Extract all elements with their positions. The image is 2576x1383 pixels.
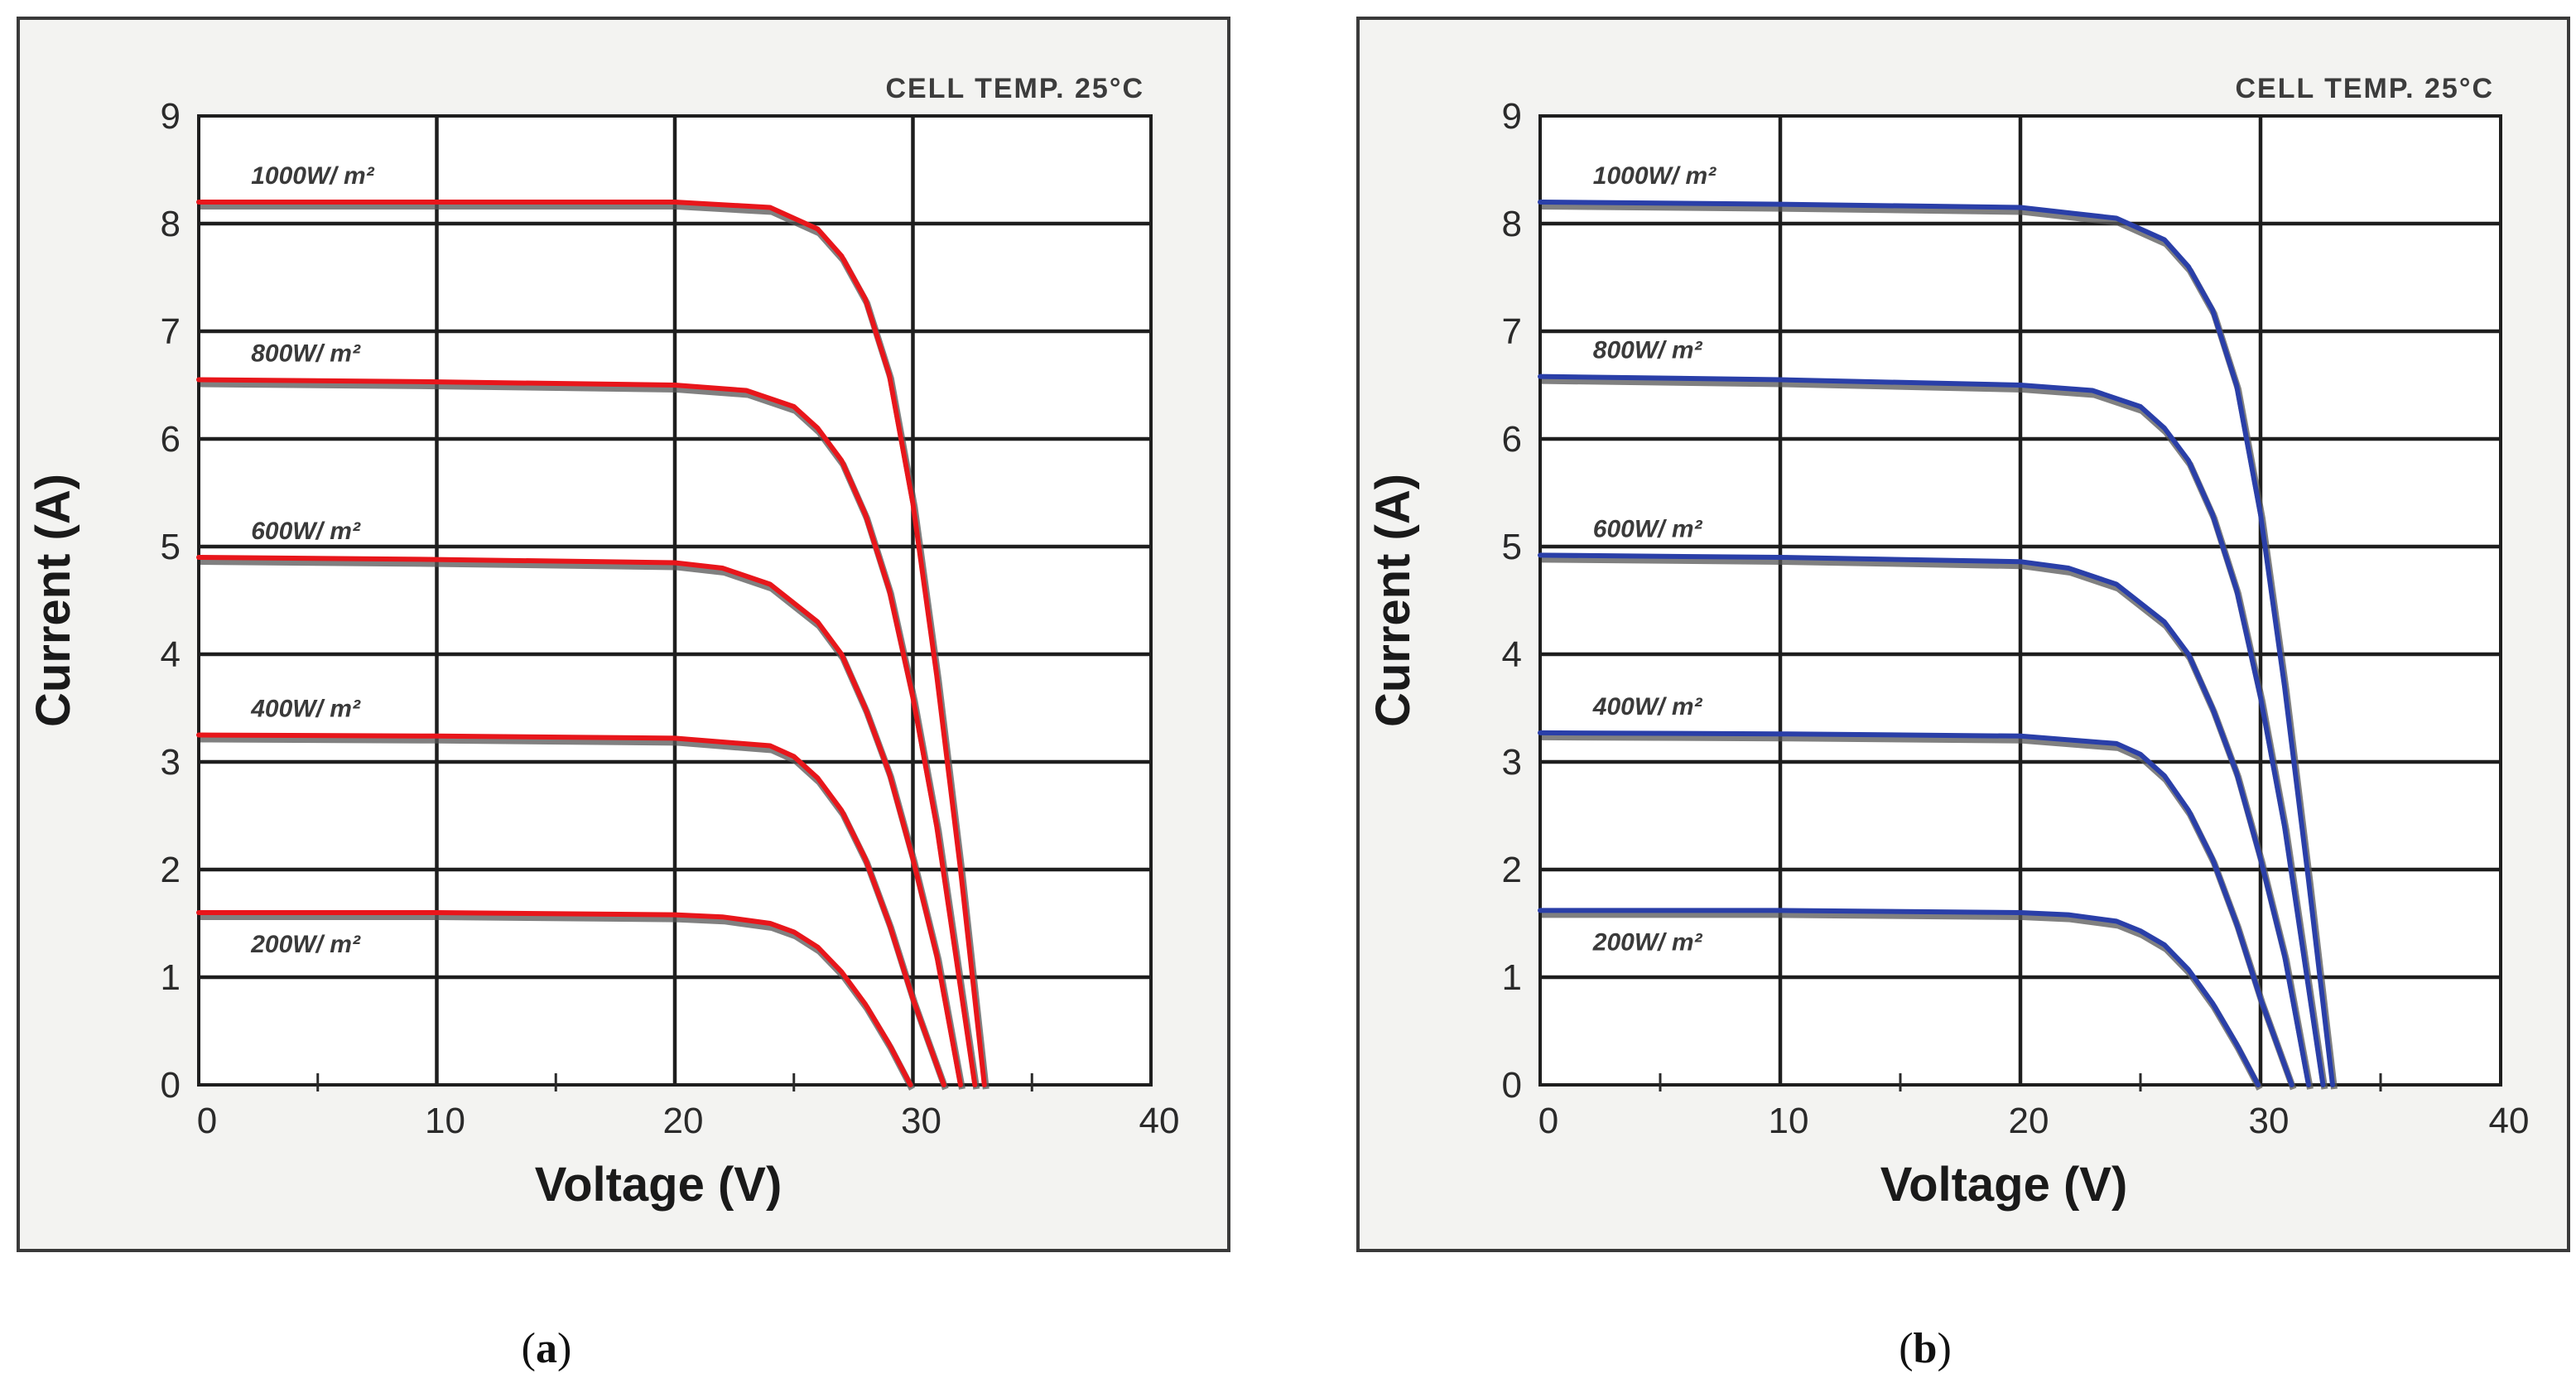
y-tick-label: 4 <box>1502 634 1522 675</box>
model-curve <box>1538 552 2311 1087</box>
panel-caption: (a) <box>522 1325 572 1372</box>
chart-panel-b: 0 1 2 3 4 5 6 7 8 9 0 10 20 30 40 Voltage (V) Current (A… <box>1356 17 2570 1252</box>
x-tick-label: 20 <box>663 1101 704 1141</box>
y-tick-label: 2 <box>1502 850 1522 890</box>
y-tick-label: 0 <box>161 1065 181 1106</box>
model-curve <box>196 555 963 1087</box>
y-tick-label: 8 <box>1502 204 1522 244</box>
panel-caption: (b) <box>1899 1325 1952 1372</box>
caption-letter: b <box>1914 1325 1938 1372</box>
y-axis-title: Current (A) <box>26 474 80 727</box>
cell-temp-header: CELL TEMP. 25°C <box>2235 73 2494 104</box>
x-tick-label: 40 <box>2489 1101 2530 1141</box>
model-curve <box>196 910 913 1087</box>
model-curve <box>1538 730 2294 1087</box>
irradiance-label: 200W/ m² <box>250 931 361 958</box>
y-tick-label: 5 <box>1502 527 1522 567</box>
y-tick-label: 9 <box>1502 96 1522 137</box>
model-curve <box>1538 908 2261 1087</box>
y-tick-label: 7 <box>1502 311 1522 352</box>
irradiance-label: 400W/ m² <box>250 696 361 723</box>
y-tick-label: 9 <box>161 96 181 137</box>
y-tick-label: 6 <box>1502 419 1522 460</box>
y-tick-label: 7 <box>161 311 181 352</box>
x-tick-label: 30 <box>2249 1101 2290 1141</box>
x-tick-label: 30 <box>901 1101 941 1141</box>
x-axis-title: Voltage (V) <box>1880 1158 2128 1212</box>
y-tick-label: 1 <box>161 957 181 998</box>
y-tick-label: 3 <box>161 742 181 783</box>
plot-frame <box>1538 114 2502 1087</box>
caption-open-paren: ( <box>522 1325 536 1372</box>
chart-panel-a: 0 1 2 3 4 5 6 7 8 9 0 10 20 30 40 Voltage (V) Current (A… <box>17 17 1230 1252</box>
caption-close-paren: ) <box>1937 1325 1951 1372</box>
y-tick-label: 2 <box>161 850 181 890</box>
irradiance-label: 1000W/ m² <box>1593 162 1717 190</box>
y-axis-title: Current (A) <box>1366 474 1420 727</box>
y-tick-label: 0 <box>1502 1065 1522 1106</box>
irradiance-label: 800W/ m² <box>1593 337 1703 364</box>
caption-open-paren: ( <box>1899 1325 1913 1372</box>
x-tick-label: 0 <box>197 1101 217 1141</box>
plot-frame <box>197 114 1153 1087</box>
y-tick-label: 8 <box>161 204 181 244</box>
caption-letter: a <box>536 1325 557 1372</box>
model-curve <box>196 732 946 1087</box>
x-tick-label: 20 <box>2009 1101 2049 1141</box>
y-tick-label: 6 <box>161 419 181 460</box>
model-curve <box>196 377 978 1087</box>
model-curve <box>1538 373 2326 1087</box>
x-tick-label: 40 <box>1139 1101 1180 1141</box>
irradiance-label: 800W/ m² <box>251 340 361 368</box>
cell-temp-header: CELL TEMP. 25°C <box>885 73 1144 104</box>
model-curve <box>1538 200 2335 1087</box>
y-tick-label: 4 <box>161 634 181 675</box>
model-curve <box>196 200 987 1087</box>
irradiance-label: 600W/ m² <box>251 518 361 545</box>
y-tick-label: 5 <box>161 527 181 567</box>
irradiance-label: 600W/ m² <box>1593 515 1703 542</box>
x-axis-title: Voltage (V) <box>535 1158 782 1212</box>
y-tick-label: 3 <box>1502 742 1522 783</box>
x-tick-label: 10 <box>425 1101 465 1141</box>
y-tick-label: 1 <box>1502 957 1522 998</box>
irradiance-label: 400W/ m² <box>1592 693 1703 720</box>
x-tick-label: 0 <box>1538 1101 1558 1141</box>
irradiance-label: 200W/ m² <box>1592 928 1703 956</box>
caption-close-paren: ) <box>557 1325 571 1372</box>
x-tick-label: 10 <box>1769 1101 1809 1141</box>
irradiance-label: 1000W/ m² <box>251 162 374 190</box>
